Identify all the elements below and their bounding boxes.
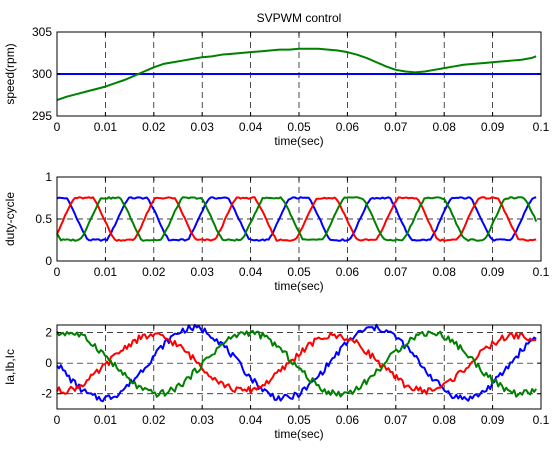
y-axis-label: speed(rpm) [3, 43, 17, 104]
x-tick-label: 0.05 [287, 265, 311, 279]
y-axis-label: duty-cycle [3, 192, 17, 246]
x-tick-label: 0.1 [533, 265, 550, 279]
x-axis-label: time(sec) [274, 279, 323, 293]
series-line-1 [56, 323, 537, 403]
x-tick-label: 0.03 [191, 413, 215, 427]
x-tick-label: 0.05 [287, 413, 311, 427]
x-tick-label: 0.04 [239, 265, 263, 279]
x-tick-label: 0.1 [533, 413, 550, 427]
x-tick-label: 0.02 [142, 413, 166, 427]
x-tick-label: 0 [54, 120, 61, 134]
series-line-2 [56, 331, 537, 395]
x-tick-label: 0.09 [481, 413, 505, 427]
x-tick-label: 0.01 [94, 120, 118, 134]
subplot-3: 0 0.01 0.02 0.03 0.04 0.05 0.06 0.07 0.08 0.09 0.1… [3, 323, 550, 441]
x-tick-label: 0.08 [433, 413, 457, 427]
x-axis-label: time(sec) [274, 134, 323, 148]
x-tick-label: 0.03 [191, 265, 215, 279]
x-tick-label: 0.06 [336, 265, 360, 279]
subplot-2: 0 0.01 0.02 0.03 0.04 0.05 0.06 0.07 0.08 0.09 0.1… [3, 170, 550, 293]
y-tick-label: 1 [45, 170, 52, 184]
y-tick-label: 0 [45, 356, 52, 370]
x-tick-label: 0 [54, 265, 61, 279]
x-tick-label: 0.09 [481, 120, 505, 134]
x-tick-label: 0.06 [336, 413, 360, 427]
x-tick-label: 0.09 [481, 265, 505, 279]
y-tick-label: 305 [32, 25, 52, 39]
chart-title: SVPWM control [257, 11, 342, 25]
series-line-1 [56, 196, 537, 242]
x-tick-label: 0.07 [384, 265, 408, 279]
x-tick-label: 0.04 [239, 413, 263, 427]
x-tick-label: 0.04 [239, 120, 263, 134]
x-tick-label: 0 [54, 413, 61, 427]
y-tick-label: 0.5 [35, 212, 52, 226]
x-tick-label: 0.1 [533, 120, 550, 134]
x-tick-label: 0.03 [191, 120, 215, 134]
series-line-3 [56, 196, 538, 242]
x-tick-label: 0.08 [433, 120, 457, 134]
x-tick-label: 0.07 [384, 120, 408, 134]
y-tick-label: -2 [41, 387, 52, 401]
y-tick-label: 0 [45, 254, 52, 268]
x-tick-label: 0.05 [287, 120, 311, 134]
series-line-2 [56, 47, 537, 101]
x-tick-label: 0.06 [336, 120, 360, 134]
series-line-3 [56, 329, 538, 398]
y-tick-label: 295 [32, 109, 52, 123]
y-tick-label: 300 [32, 67, 52, 81]
subplot-1: 0 0.01 0.02 0.03 0.04 0.05 0.06 0.07 0.08 0.09 0.1… [3, 11, 550, 148]
x-tick-label: 0.01 [94, 265, 118, 279]
y-axis-label: Ia,Ib,Ic [3, 349, 17, 385]
x-tick-label: 0.02 [142, 120, 166, 134]
x-tick-label: 0.07 [384, 413, 408, 427]
y-tick-label: 2 [45, 326, 52, 340]
x-tick-label: 0.08 [433, 265, 457, 279]
series-line-2 [56, 196, 537, 242]
x-tick-label: 0.01 [94, 413, 118, 427]
x-axis-label: time(sec) [274, 427, 323, 441]
x-tick-label: 0.02 [142, 265, 166, 279]
